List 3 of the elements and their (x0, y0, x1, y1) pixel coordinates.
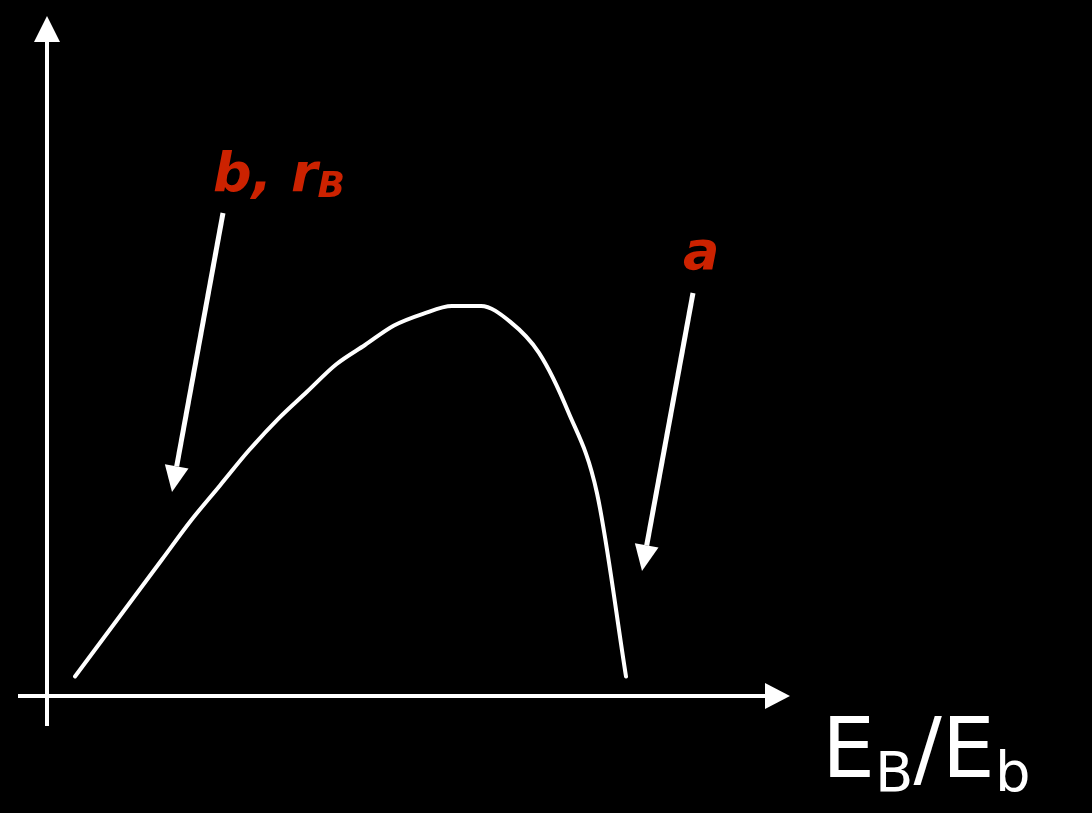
x-axis-title: E$_{B}$/E$_{b}$ (822, 699, 1031, 804)
text: a (683, 219, 720, 282)
text: b, r$_{B}$ (213, 141, 346, 205)
